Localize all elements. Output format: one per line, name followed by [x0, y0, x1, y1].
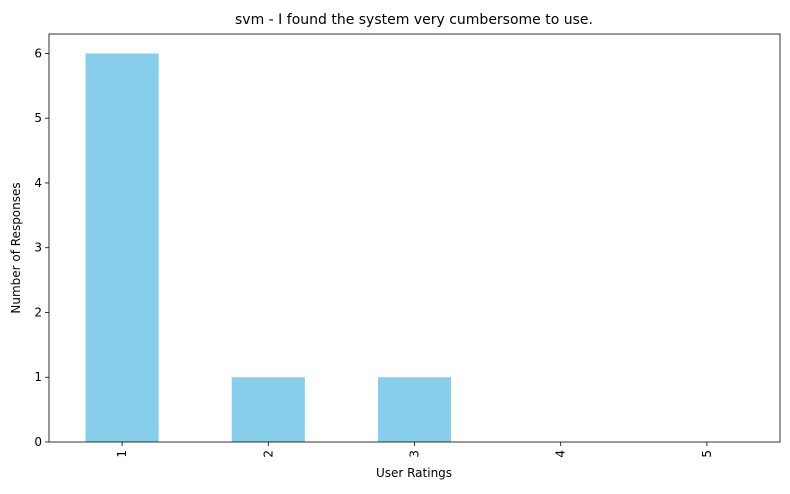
y-tick-label: 1 — [34, 370, 42, 384]
bar-2 — [231, 377, 305, 442]
y-tick-label: 6 — [34, 46, 42, 60]
y-tick-label: 4 — [34, 176, 42, 190]
y-tick-label: 0 — [34, 435, 42, 449]
x-axis-label: User Ratings — [376, 466, 452, 480]
y-tick-label: 5 — [34, 111, 42, 125]
x-tick-label: 5 — [700, 450, 714, 458]
x-tick-label: 1 — [115, 450, 129, 458]
x-tick-label: 2 — [261, 450, 275, 458]
chart-title: svm - I found the system very cumbersome… — [235, 12, 593, 28]
y-tick-label: 2 — [34, 305, 42, 319]
y-tick-label: 3 — [34, 241, 42, 255]
x-tick-label: 3 — [408, 450, 422, 458]
bar-3 — [377, 377, 452, 442]
y-axis-label: Number of Responses — [9, 182, 23, 313]
x-tick-label: 4 — [554, 450, 568, 458]
bar-1 — [85, 53, 159, 443]
